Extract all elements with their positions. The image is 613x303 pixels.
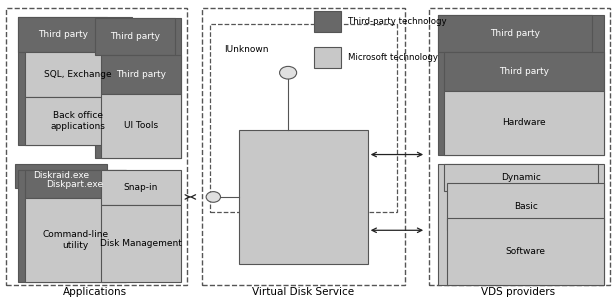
Bar bbox=[444, 52, 604, 91]
Ellipse shape bbox=[280, 66, 297, 79]
Bar bbox=[444, 164, 598, 191]
Text: Back office
applications: Back office applications bbox=[51, 112, 105, 131]
Text: Third party: Third party bbox=[499, 67, 549, 76]
Text: UI Tools: UI Tools bbox=[124, 121, 158, 130]
Bar bbox=[447, 183, 604, 230]
Text: Microsoft technology: Microsoft technology bbox=[348, 53, 438, 62]
Text: Dynamic: Dynamic bbox=[501, 173, 541, 182]
Bar bbox=[101, 55, 181, 94]
Bar bbox=[314, 11, 341, 32]
Bar bbox=[438, 15, 592, 52]
Bar bbox=[101, 205, 181, 282]
Text: SQL, Exchange: SQL, Exchange bbox=[44, 70, 112, 79]
Bar bbox=[25, 52, 132, 97]
Text: Third party: Third party bbox=[110, 32, 160, 41]
Bar bbox=[18, 17, 107, 52]
Bar bbox=[25, 198, 126, 282]
Bar bbox=[429, 8, 610, 285]
Bar bbox=[314, 47, 341, 68]
Bar bbox=[444, 91, 604, 155]
Text: Diskpart.exe: Diskpart.exe bbox=[47, 180, 104, 188]
Bar bbox=[25, 97, 132, 145]
Text: Diskraid.exe: Diskraid.exe bbox=[33, 171, 89, 180]
Bar bbox=[239, 130, 368, 264]
Text: Third party: Third party bbox=[116, 70, 166, 79]
Bar bbox=[18, 17, 132, 145]
Text: Command-line
utility: Command-line utility bbox=[42, 230, 108, 250]
Bar bbox=[438, 164, 604, 285]
Bar bbox=[18, 170, 126, 282]
Text: Third party: Third party bbox=[490, 29, 540, 38]
Bar bbox=[25, 170, 126, 198]
Bar bbox=[95, 18, 181, 158]
Bar bbox=[101, 94, 181, 158]
Bar bbox=[438, 15, 604, 155]
Text: Hardware: Hardware bbox=[502, 118, 546, 127]
Text: Basic: Basic bbox=[514, 202, 538, 211]
Text: Third party: Third party bbox=[38, 30, 88, 38]
Bar bbox=[447, 218, 604, 285]
Bar bbox=[95, 18, 175, 55]
Text: Applications: Applications bbox=[63, 287, 127, 297]
Ellipse shape bbox=[206, 191, 221, 202]
Text: VDS providers: VDS providers bbox=[481, 287, 555, 297]
Text: IUnknown: IUnknown bbox=[224, 45, 268, 55]
Text: Snap-in: Snap-in bbox=[124, 183, 158, 191]
Text: Third-party technology: Third-party technology bbox=[348, 17, 446, 26]
Bar bbox=[6, 8, 187, 285]
Text: Software: Software bbox=[506, 247, 546, 256]
Bar bbox=[202, 8, 405, 285]
Text: Virtual Disk Service: Virtual Disk Service bbox=[253, 287, 354, 297]
Text: Disk Management: Disk Management bbox=[100, 239, 182, 248]
Bar bbox=[101, 170, 181, 205]
Bar bbox=[210, 24, 397, 212]
Bar bbox=[15, 164, 107, 188]
